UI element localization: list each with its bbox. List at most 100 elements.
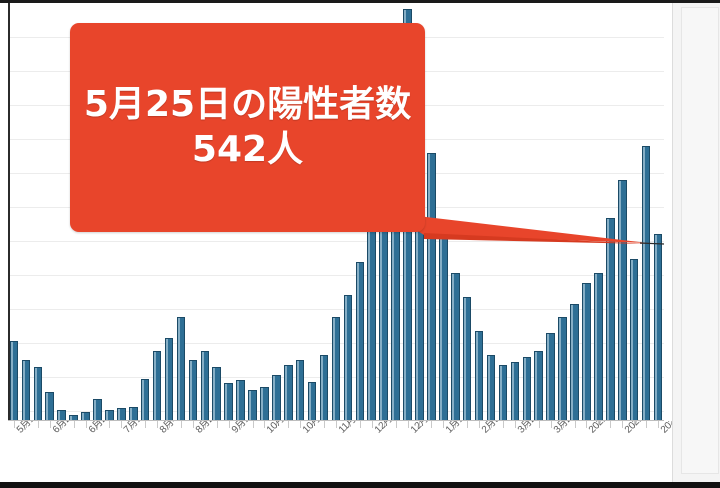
bar-highlight bbox=[559, 318, 562, 420]
bar[interactable] bbox=[653, 234, 663, 420]
x-tick bbox=[264, 421, 266, 428]
bar-highlight bbox=[630, 259, 633, 420]
bar-highlight bbox=[463, 297, 466, 420]
x-tick bbox=[85, 421, 87, 428]
bar[interactable] bbox=[617, 180, 627, 420]
bar[interactable] bbox=[439, 234, 448, 420]
x-tick bbox=[359, 421, 361, 428]
bar[interactable] bbox=[307, 381, 317, 420]
x-tick bbox=[514, 421, 516, 428]
gridline bbox=[8, 309, 664, 310]
bar[interactable] bbox=[9, 341, 19, 420]
x-tick bbox=[300, 421, 302, 428]
bar[interactable] bbox=[367, 224, 377, 420]
callout-box[interactable]: 5月25日の陽性者数 542人 bbox=[70, 23, 425, 232]
bar[interactable] bbox=[212, 366, 221, 420]
bar[interactable] bbox=[33, 366, 43, 420]
bar-highlight bbox=[654, 235, 657, 420]
x-tick bbox=[13, 421, 15, 428]
bar[interactable] bbox=[200, 351, 210, 420]
bar[interactable] bbox=[486, 354, 496, 420]
bar[interactable] bbox=[462, 296, 472, 420]
bar[interactable] bbox=[594, 272, 603, 420]
bar-highlight bbox=[332, 318, 335, 420]
x-tick bbox=[216, 421, 218, 428]
bar[interactable] bbox=[140, 378, 150, 420]
bar[interactable] bbox=[355, 262, 365, 420]
x-axis-label: 2021年5月25日 bbox=[656, 421, 672, 436]
bar[interactable] bbox=[93, 399, 102, 420]
bar[interactable] bbox=[498, 364, 508, 420]
bar[interactable] bbox=[164, 337, 174, 420]
x-tick bbox=[634, 421, 636, 428]
bar[interactable] bbox=[510, 361, 520, 420]
bar[interactable] bbox=[45, 391, 55, 420]
x-tick bbox=[240, 421, 242, 428]
bar[interactable] bbox=[117, 407, 126, 420]
bar[interactable] bbox=[641, 145, 651, 420]
x-tick bbox=[467, 421, 469, 428]
bar[interactable] bbox=[284, 365, 293, 420]
x-tick bbox=[157, 421, 159, 428]
bar-highlight bbox=[487, 355, 490, 420]
bar[interactable] bbox=[331, 317, 341, 420]
bar[interactable] bbox=[606, 217, 615, 420]
bar[interactable] bbox=[248, 389, 257, 420]
bar-highlight bbox=[499, 365, 502, 420]
x-tick bbox=[455, 421, 457, 428]
bar[interactable] bbox=[450, 272, 460, 420]
x-tick bbox=[526, 421, 528, 428]
bar[interactable] bbox=[427, 152, 436, 420]
x-tick bbox=[133, 421, 135, 428]
bar-highlight bbox=[368, 225, 371, 420]
bar-highlight bbox=[82, 413, 85, 420]
x-tick bbox=[502, 421, 504, 428]
x-tick bbox=[61, 421, 63, 428]
bar[interactable] bbox=[21, 360, 31, 420]
bar-highlight bbox=[451, 273, 454, 420]
x-tick bbox=[443, 421, 445, 428]
bar[interactable] bbox=[534, 351, 544, 420]
bar[interactable] bbox=[236, 379, 245, 420]
x-tick bbox=[252, 421, 254, 428]
x-tick bbox=[550, 421, 552, 428]
bar[interactable] bbox=[176, 317, 186, 420]
bar-highlight bbox=[356, 263, 359, 420]
bar-highlight bbox=[70, 416, 73, 420]
bar[interactable] bbox=[188, 360, 198, 420]
bar[interactable] bbox=[558, 317, 567, 420]
x-tick bbox=[395, 421, 397, 428]
bar[interactable] bbox=[570, 303, 579, 420]
bar[interactable] bbox=[343, 294, 353, 420]
x-tick bbox=[419, 421, 421, 428]
x-tick bbox=[73, 421, 75, 428]
bar[interactable] bbox=[295, 360, 305, 420]
bar[interactable] bbox=[152, 351, 162, 420]
bar[interactable] bbox=[260, 387, 269, 420]
bar[interactable] bbox=[224, 383, 233, 420]
bar[interactable] bbox=[81, 412, 90, 420]
bar[interactable] bbox=[272, 375, 281, 420]
x-tick bbox=[336, 421, 337, 428]
bar[interactable] bbox=[629, 258, 639, 420]
x-tick bbox=[312, 421, 314, 428]
bar-highlight bbox=[511, 362, 514, 420]
bar-highlight bbox=[618, 181, 621, 420]
bar[interactable] bbox=[128, 406, 138, 420]
x-tick bbox=[37, 421, 39, 428]
x-tick bbox=[49, 421, 51, 428]
bar[interactable] bbox=[105, 409, 114, 420]
x-tick bbox=[562, 421, 564, 428]
bar[interactable] bbox=[319, 354, 329, 420]
bar-highlight bbox=[535, 352, 538, 420]
bar-highlight bbox=[153, 352, 156, 420]
x-tick bbox=[324, 421, 326, 428]
bar-highlight bbox=[46, 392, 49, 420]
bar[interactable] bbox=[57, 409, 66, 420]
bar[interactable] bbox=[522, 356, 532, 420]
bar[interactable] bbox=[546, 332, 555, 420]
bar[interactable] bbox=[474, 330, 484, 420]
bar[interactable] bbox=[582, 282, 591, 420]
x-tick bbox=[371, 421, 373, 428]
bar[interactable] bbox=[69, 415, 78, 420]
